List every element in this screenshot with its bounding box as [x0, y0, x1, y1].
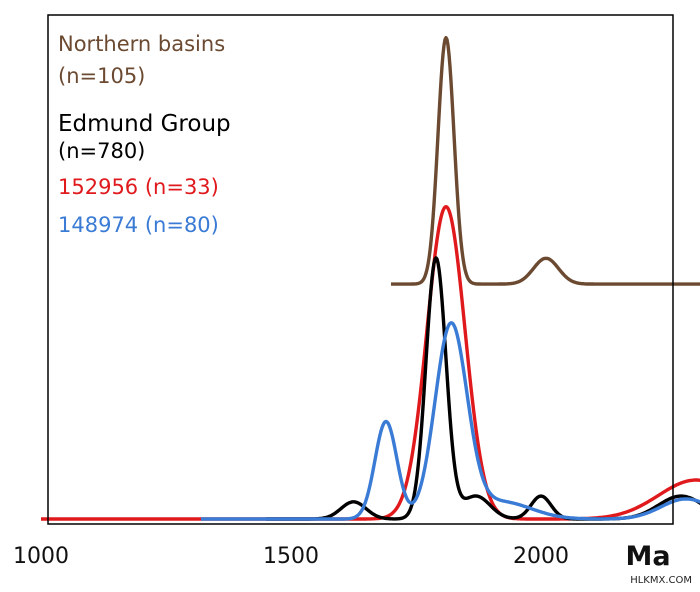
legend-entry-edmund-group: Edmund Group [58, 111, 231, 137]
watermark-text: HLKMX.COM [630, 575, 692, 586]
x-tick-label: 2000 [513, 544, 569, 569]
age-distribution-series [40, 36, 700, 521]
legend: (n=105) Northern basins (n=780)Edmund Grou… [58, 32, 231, 237]
series-line-152956 [40, 205, 700, 521]
legend-entry-northern-basins: Northern basins [58, 32, 225, 56]
series-line-edmund-group [265, 256, 700, 521]
series-line-148974 [200, 321, 700, 521]
x-axis-ticks: 10001500200025003000 [13, 544, 569, 569]
series-line-northern-basins [390, 36, 700, 286]
legend-count-edmund-group: (n=780) [58, 139, 145, 163]
legend-entry-148974: 148974 (n=80) [58, 213, 219, 237]
x-tick-label: 1500 [263, 544, 319, 569]
legend-count-northern-basins: (n=105) [58, 64, 145, 88]
legend-entry-152956: 152956 (n=33) [58, 175, 219, 199]
plot-frame [47, 14, 674, 525]
x-axis-unit-label: Ma [625, 541, 670, 572]
x-tick-label: 1000 [13, 544, 69, 569]
